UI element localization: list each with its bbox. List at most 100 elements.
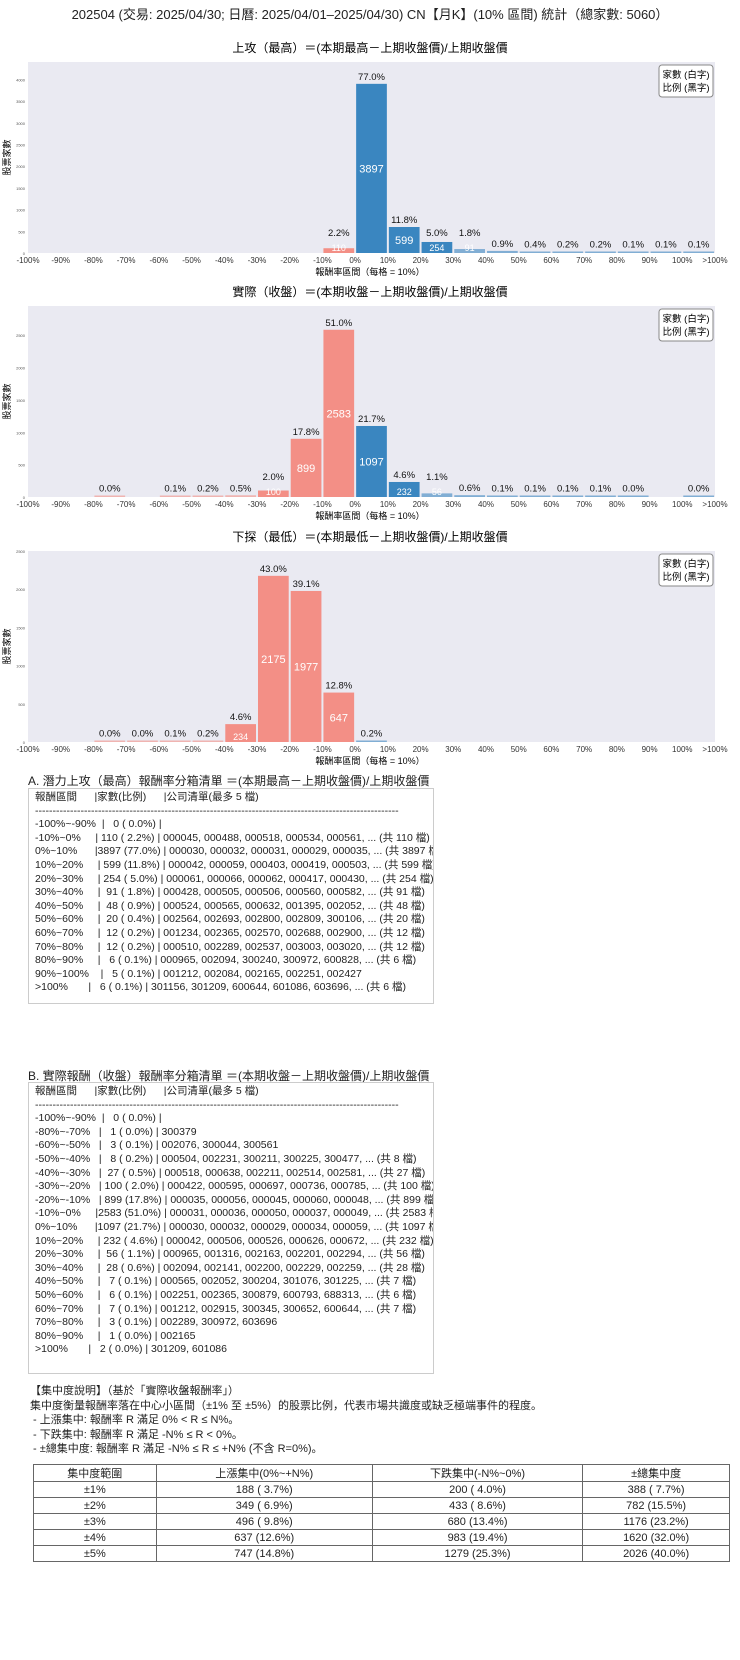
x-tick-label: -50% <box>182 500 201 509</box>
list-line: 90%~100% | 5 ( 0.1%) | 001212, 002084, 0… <box>35 967 362 980</box>
y-tick-label: 2500 <box>16 142 26 147</box>
y-tick-label: 2500 <box>16 333 26 338</box>
bar-percent-label: 0.1% <box>655 240 677 251</box>
bar-percent-label: 0.2% <box>197 484 219 495</box>
table-cell: 747 (14.8%) <box>155 1545 373 1562</box>
x-tick-label: 40% <box>478 500 494 509</box>
table-cell: ±1% <box>33 1481 157 1498</box>
y-tick-label: 3500 <box>16 99 26 104</box>
bar <box>356 740 387 742</box>
x-tick-label: -70% <box>117 745 136 754</box>
x-tick-label: 50% <box>511 500 527 509</box>
bar-percent-label: 39.1% <box>293 579 320 590</box>
legend-entry: 家數 (白字) <box>663 313 710 325</box>
y-tick-label: 0 <box>23 251 26 256</box>
bar-count-label: 232 <box>397 487 412 497</box>
bar-percent-label: 11.8% <box>391 215 418 226</box>
bar-percent-label: 51.0% <box>325 318 352 329</box>
bar-percent-label: 2.2% <box>328 228 350 239</box>
x-tick-label: -60% <box>150 745 169 754</box>
x-tick-label: 0% <box>349 256 361 265</box>
chart-title: 上攻（最高）＝(本期最高－上期收盤價)/上期收盤價 <box>232 40 507 55</box>
bar <box>225 724 256 742</box>
list-line: -100%~-90% | 0 ( 0.0%) | <box>35 1112 162 1125</box>
list-line: >100% | 2 ( 0.0%) | 301209, 601086 <box>35 1343 227 1356</box>
table-cell: 1176 (23.2%) <box>582 1513 730 1530</box>
bar <box>323 692 355 742</box>
x-tick-label: -80% <box>84 745 103 754</box>
list-line: -50%~-40% | 8 ( 0.2%) | 000504, 002231, … <box>35 1152 417 1165</box>
bar-percent-label: 0.1% <box>622 240 644 251</box>
figure-title: 202504 (交易: 2025/04/30; 日曆: 2025/04/01–2… <box>71 7 669 22</box>
list-line: 60%~70% | 7 ( 0.1%) | 001212, 002915, 30… <box>35 1302 417 1315</box>
y-tick-label: 1000 <box>16 430 26 435</box>
chart-low: 下探（最低）＝(本期最低－上期收盤價)/上期收盤價 0 500 1000 1500 200… <box>1 530 728 765</box>
x-tick-label: -20% <box>280 745 299 754</box>
bar <box>356 425 387 497</box>
x-tick-label: 10% <box>380 745 396 754</box>
bar-percent-label: 0.0% <box>99 729 121 740</box>
bar <box>159 495 191 497</box>
list-line: 40%~50% | 48 ( 0.9%) | 000524, 000565, 0… <box>35 899 425 912</box>
x-tick-label: 0% <box>349 745 361 754</box>
bar <box>323 248 355 253</box>
bar <box>617 495 649 497</box>
column-header: ±總集中度 <box>582 1464 730 1482</box>
bar-percent-label: 43.0% <box>260 564 287 575</box>
list-line: -40%~-30% | 27 ( 0.5%) | 000518, 000638,… <box>35 1166 426 1179</box>
chart-title: 下探（最低）＝(本期最低－上期收盤價)/上期收盤價 <box>232 530 507 544</box>
list-line: -100%~-90% | 0 ( 0.0%) | <box>35 818 162 831</box>
x-tick-label: -80% <box>84 256 103 265</box>
x-axis-label: 報酬率區間（每格 = 10%） <box>315 510 424 520</box>
x-tick-label: >100% <box>702 745 727 754</box>
table-row: ±3% 496 ( 9.8%) 680 (13.4%) 1176 (23.2%) <box>33 1513 730 1530</box>
table-cell: 680 (13.4%) <box>371 1513 584 1530</box>
bar-percent-label: 0.2% <box>557 240 579 251</box>
legend-entry: 家數 (白字) <box>663 69 710 81</box>
x-tick-label: 50% <box>511 256 527 265</box>
list-line: 報酬區間 |家數(比例) |公司清單(最多 5 檔) <box>35 791 259 803</box>
bar-percent-label: 0.0% <box>622 484 644 495</box>
table-cell: ±4% <box>33 1529 157 1546</box>
bar <box>192 495 224 497</box>
x-tick-label: -80% <box>84 500 103 509</box>
bar <box>519 495 551 497</box>
bar-count-label: 110 <box>332 243 346 253</box>
x-axis-label: 報酬率區間（每格 = 10%） <box>315 755 424 765</box>
bar <box>454 495 485 497</box>
concentration-table: 集中度範圍 上漲集中(0%~+N%) 下跌集中(-N%~0%) ±總集中度 ±1% 188… <box>33 1464 730 1562</box>
list-line: 70%~80% | 3 ( 0.1%) | 002289, 300972, 60… <box>35 1316 278 1329</box>
list-line: 60%~70% | 12 ( 0.2%) | 001234, 002365, 0… <box>35 926 425 939</box>
bar <box>454 249 485 253</box>
x-tick-label: 40% <box>478 256 494 265</box>
x-tick-label: -60% <box>150 256 169 265</box>
y-axis-label: 股票家數 <box>1 383 12 419</box>
x-tick-label: 40% <box>478 745 494 754</box>
bar <box>225 495 256 497</box>
x-tick-label: 70% <box>576 500 592 509</box>
bar-count-label: 56 <box>432 487 442 497</box>
bar-percent-label: 0.1% <box>492 484 514 495</box>
bar-percent-label: 0.0% <box>132 729 154 740</box>
x-tick-label: -10% <box>313 500 332 509</box>
x-tick-label: 80% <box>609 745 625 754</box>
table-cell: 782 (15.5%) <box>582 1497 730 1514</box>
table-cell: 1279 (25.3%) <box>371 1545 584 1562</box>
table-cell: 433 ( 8.6%) <box>371 1497 584 1514</box>
table-cell: 637 (12.6%) <box>155 1529 373 1546</box>
x-tick-label: 60% <box>543 256 559 265</box>
concentration-notes: 【集中度說明】（基於「實際收盤報酬率」） 集中度衡量報酬率落在中心小區間（±1% … <box>30 1384 542 1457</box>
list-line: 30%~40% | 28 ( 0.6%) | 002094, 002141, 0… <box>35 1261 425 1274</box>
legend-entry: 比例 (黑字) <box>663 326 710 338</box>
x-tick-label: -40% <box>215 745 234 754</box>
bar <box>683 251 714 253</box>
table-cell: ±3% <box>33 1513 157 1530</box>
x-tick-label: 80% <box>609 500 625 509</box>
table-cell: 349 ( 6.9%) <box>155 1497 373 1514</box>
x-tick-label: -90% <box>51 745 70 754</box>
column-header: 下跌集中(-N%~0%) <box>371 1464 584 1482</box>
chart-title: 實際（收盤）＝(本期收盤－上期收盤價)/上期收盤價 <box>232 284 507 299</box>
list-line: -10%~0% | 110 ( 2.2%) | 000045, 000488, … <box>35 831 430 844</box>
table-cell: 2026 (40.0%) <box>582 1545 730 1562</box>
x-tick-label: 100% <box>672 500 692 509</box>
